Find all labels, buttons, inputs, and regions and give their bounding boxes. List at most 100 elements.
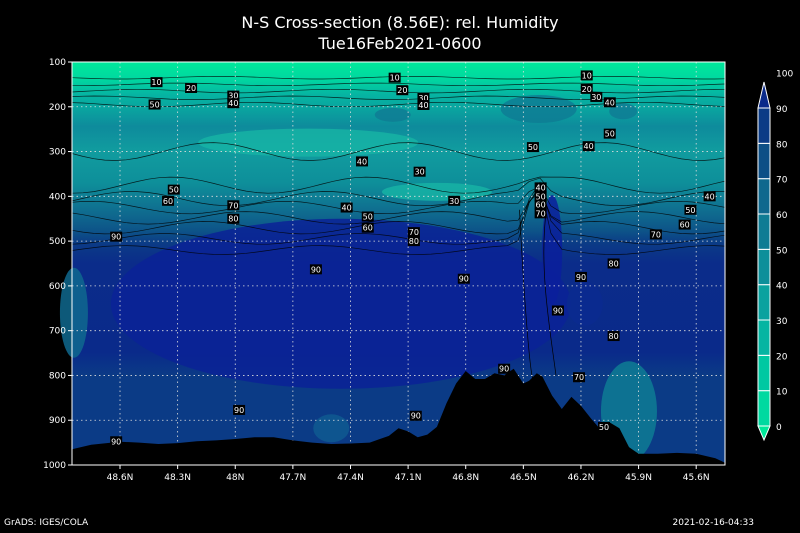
contour-label: 80 <box>607 331 620 342</box>
contour-line <box>71 101 726 108</box>
contour-label-bg <box>356 156 369 167</box>
contour-label: 40 <box>340 202 353 213</box>
contour-label: 60 <box>361 222 374 233</box>
footer-credit: GrADS: IGES/COLA <box>4 518 89 528</box>
contour-label-text: 40 <box>584 142 594 151</box>
contour-label-text: 90 <box>553 307 563 316</box>
contour-label: 20 <box>580 83 593 94</box>
contour-label-text: 40 <box>605 98 615 107</box>
colorbar-segment <box>757 354 771 392</box>
contour-label: 80 <box>607 258 620 269</box>
colorbar-tick-label: 30 <box>776 317 788 327</box>
contour-label-text: 10 <box>390 74 400 83</box>
y-tick-label: 400 <box>49 192 66 202</box>
contour-label-bg <box>703 191 716 202</box>
x-tick-label: 45.9N <box>625 473 652 483</box>
colorbar-tick-label: 100 <box>776 70 793 80</box>
y-tick-label: 900 <box>49 416 66 426</box>
contour-label: 40 <box>603 97 616 108</box>
contour-label: 40 <box>356 156 369 167</box>
y-tick-label: 1000 <box>43 461 66 471</box>
contour-label: 80 <box>227 213 240 224</box>
contour-label-text: 30 <box>415 168 425 177</box>
colorbar-tick-label: 0 <box>776 423 782 433</box>
contour-label-bg <box>227 200 240 211</box>
contour-label-bg <box>448 195 461 206</box>
contour-label: 10 <box>388 72 401 83</box>
contour-label-bg <box>148 99 161 110</box>
humidity-feature <box>566 281 603 326</box>
contour-label: 20 <box>396 85 409 96</box>
contour-label: 90 <box>457 273 470 284</box>
contour-label: 30 <box>417 92 430 103</box>
contour-label-text: 70 <box>536 209 546 218</box>
contour-label-bg <box>417 92 430 103</box>
contour-label-text: 80 <box>228 215 238 224</box>
contour-label: 70 <box>227 200 240 211</box>
contour-line <box>72 82 726 87</box>
contour-label-bg <box>534 182 547 193</box>
contour-label-text: 30 <box>418 94 428 103</box>
contour-label-text: 70 <box>409 228 419 237</box>
contour-label: 30 <box>227 90 240 101</box>
contour-label-text: 50 <box>149 101 159 110</box>
contour-label-bg <box>340 202 353 213</box>
contour-label-text: 40 <box>357 157 367 166</box>
contour-label-bg <box>361 211 374 222</box>
colorbar-tick-label: 40 <box>776 282 788 292</box>
colorbar-tick-label: 80 <box>776 140 788 150</box>
contour-label: 40 <box>417 99 430 110</box>
contour-label: 70 <box>573 372 586 383</box>
x-tick-label: 46.8N <box>452 473 479 483</box>
contour-label-text: 60 <box>163 197 173 206</box>
contour-line <box>543 209 557 376</box>
colorbar-segment <box>757 213 771 250</box>
chart-title: N-S Cross-section (8.56E): rel. Humidity <box>241 13 559 32</box>
contour-label-text: 10 <box>582 71 592 80</box>
contour-label-text: 50 <box>528 143 538 152</box>
humidity-feature <box>500 95 577 124</box>
colorbar-upper-arrow <box>757 81 771 109</box>
humidity-feature <box>609 103 638 120</box>
humidity-feature <box>59 267 88 358</box>
contour-label-bg <box>233 404 246 415</box>
contour-label: 40 <box>582 141 595 152</box>
y-tick-label: 100 <box>49 58 66 68</box>
colorbar-tick-label: 50 <box>776 246 788 256</box>
contour-label-bg <box>684 204 697 215</box>
plot-frame <box>71 61 726 466</box>
contour-label-bg <box>407 236 420 247</box>
contour-label-bg <box>361 222 374 233</box>
contour-label-bg <box>607 331 620 342</box>
contour-line <box>71 95 726 100</box>
contour-label-bg <box>590 91 603 102</box>
contour-line <box>519 209 534 381</box>
contour-label-text: 50 <box>363 212 373 221</box>
contour-label-bg <box>573 372 586 383</box>
contour-label-text: 60 <box>363 224 373 233</box>
contour-label-bg <box>388 72 401 83</box>
contour-label-bg <box>407 227 420 238</box>
x-tick-label: 45.6N <box>683 473 710 483</box>
contour-label-text: 50 <box>169 186 179 195</box>
contour-label: 50 <box>684 204 697 215</box>
contour-label-bg <box>580 83 593 94</box>
colorbar-segment <box>757 248 771 286</box>
contour-label: 50 <box>361 211 374 222</box>
contour-label-bg <box>678 219 691 230</box>
contour-label-bg <box>167 184 180 195</box>
y-tick-label: 300 <box>49 148 66 158</box>
y-tick-label: 500 <box>49 237 66 247</box>
contour-label-text: 40 <box>705 192 715 201</box>
contour-label: 70 <box>649 229 662 240</box>
contour-label: 30 <box>413 166 426 177</box>
x-tick-label: 46.2N <box>568 473 595 483</box>
humidity-feature <box>374 107 411 122</box>
contour-label-bg <box>150 77 163 88</box>
contour-label-bg <box>413 166 426 177</box>
contour-line <box>71 176 726 194</box>
contour-label-bg <box>598 421 611 432</box>
contour-line <box>71 181 726 245</box>
contour-label-text: 50 <box>685 206 695 215</box>
